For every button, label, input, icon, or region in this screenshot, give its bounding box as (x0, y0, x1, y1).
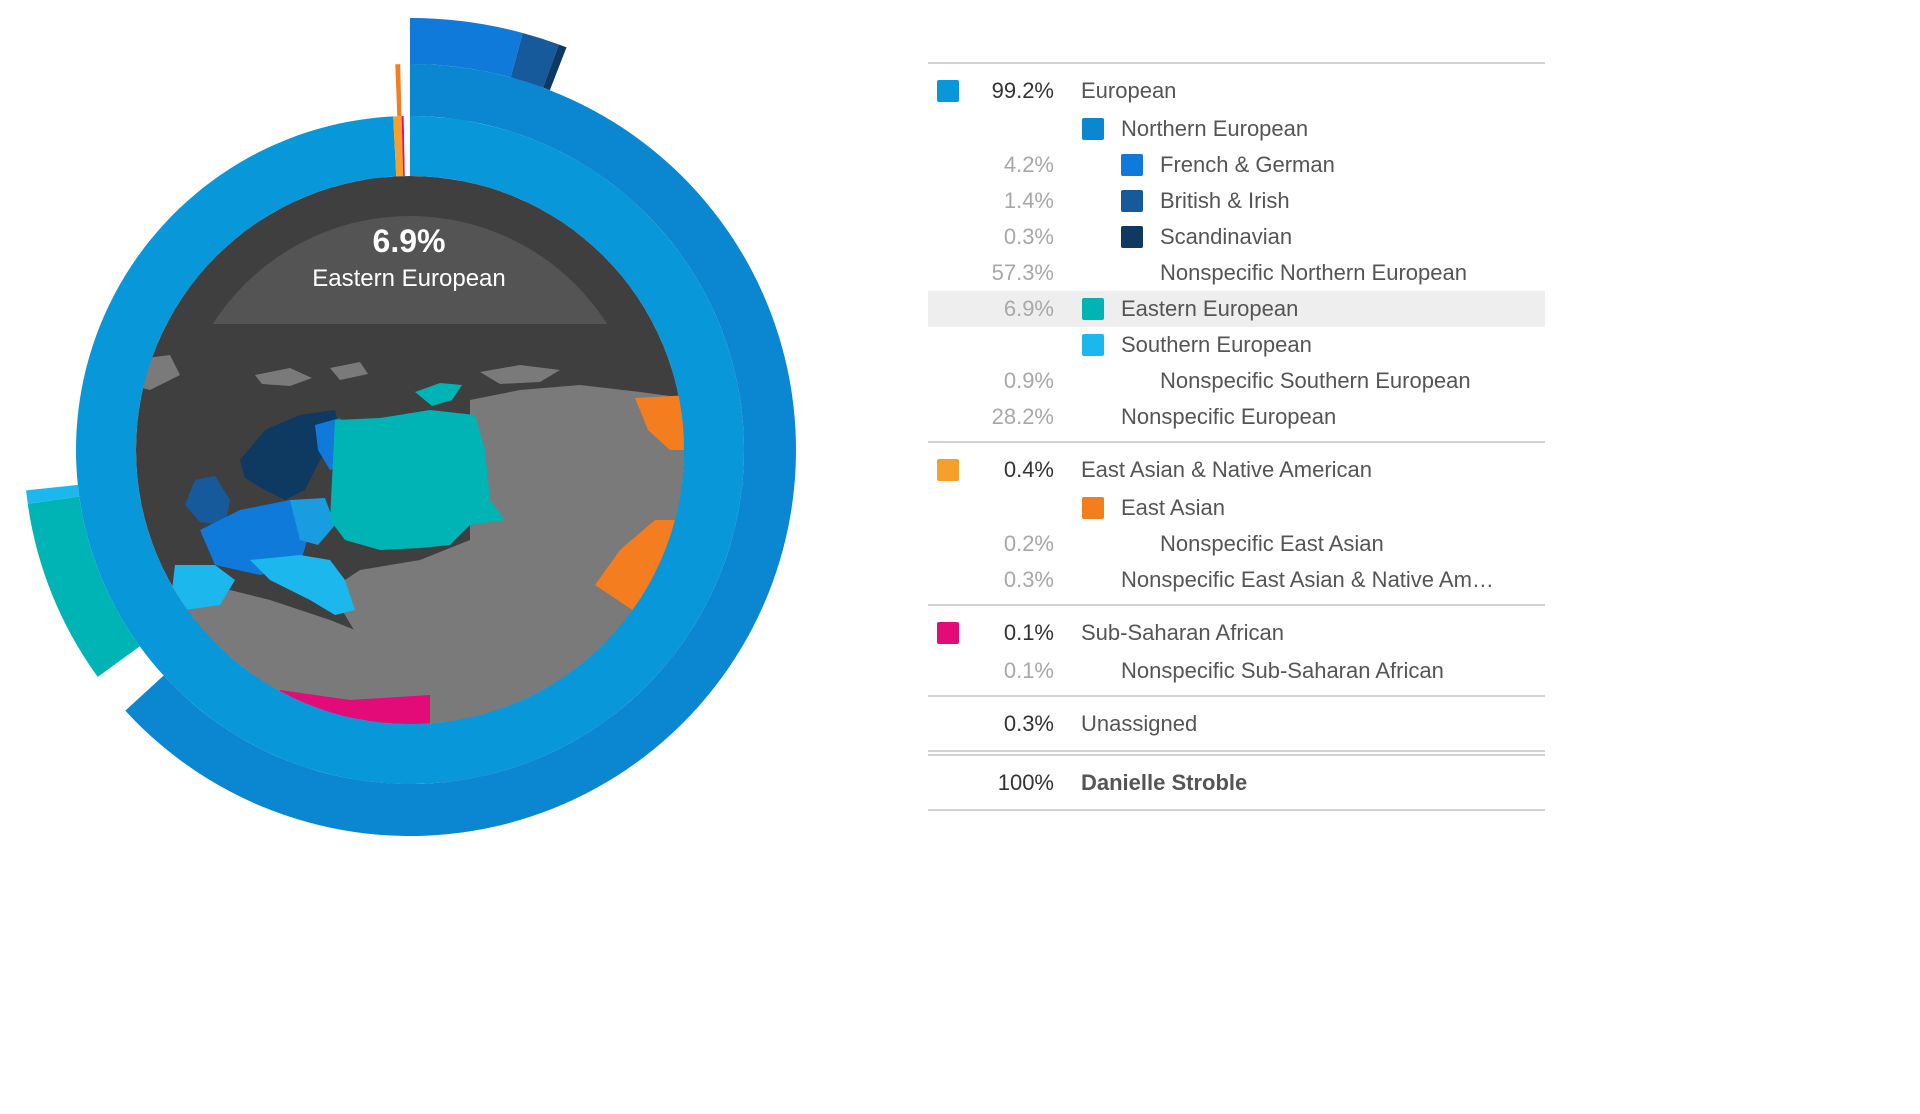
legend-swatch (1082, 334, 1104, 356)
legend-row[interactable]: 57.3% Nonspecific Northern European (928, 255, 1545, 291)
map-poland-czech (290, 498, 335, 545)
legend-label: Nonspecific East Asian & Native Am… (1121, 567, 1494, 592)
legend-row[interactable]: 99.2% European (928, 70, 1545, 111)
inner-ring-segment-unassigned[interactable] (403, 116, 410, 177)
legend-row[interactable]: 28.2% Nonspecific European (928, 399, 1545, 435)
legend-swatch (1121, 154, 1143, 176)
legend-label: Nonspecific Northern European (1160, 260, 1467, 285)
legend-swatch (1082, 298, 1104, 320)
legend-percent: 99.2% (991, 78, 1054, 103)
map-land-svalbard (330, 362, 368, 380)
legend-percent: 57.3% (991, 260, 1054, 285)
legend-row[interactable]: 0.3% Unassigned (928, 703, 1545, 744)
legend-swatch (937, 79, 959, 102)
legend-label: French & German (1160, 152, 1335, 177)
legend-label: Sub-Saharan African (1081, 620, 1285, 645)
middle-ring-segment-northern-european[interactable] (125, 64, 796, 836)
legend-percent: 0.1% (1003, 658, 1054, 683)
legend-row[interactable]: 1.4% British & Irish (928, 183, 1545, 219)
legend-percent: 0.1% (1003, 620, 1054, 645)
center-overlay-bg (212, 216, 608, 324)
legend-label: Unassigned (1081, 711, 1198, 736)
map-southern-europe (250, 555, 355, 615)
center-title-overlay: 6.9% Eastern European (212, 216, 608, 324)
legend-row[interactable]: Northern European (928, 111, 1545, 147)
legend-percent: 1.4% (1003, 188, 1054, 213)
legend-label: Nonspecific European (1121, 404, 1337, 429)
center-percent: 6.9% (373, 223, 446, 259)
legend-group: 99.2% European Northern European 4.2% French… (928, 64, 1545, 443)
legend-label: East Asian (1121, 495, 1225, 520)
rings-group[interactable] (26, 18, 796, 836)
legend-row[interactable]: 4.2% French & German (928, 147, 1545, 183)
legend-group: 0.1% Sub-Saharan African 0.1% Nonspecific S… (928, 606, 1545, 697)
middle-ring-segment-eastern-european[interactable] (27, 496, 140, 677)
legend-label: Nonspecific Sub-Saharan African (1121, 658, 1444, 683)
legend-percent: 0.3% (1003, 711, 1054, 736)
map-scandinavia (240, 410, 340, 500)
legend-row[interactable]: Southern European (928, 327, 1545, 363)
legend-total-group: 100% Danielle Stroble (928, 754, 1545, 811)
legend-swatch (1121, 190, 1143, 212)
ancestry-legend-table: 99.2% European Northern European 4.2% French… (928, 62, 1545, 811)
legend-row[interactable]: 6.9% Eastern European (928, 291, 1545, 327)
ancestry-sunburst-chart[interactable]: 6.9% Eastern European (0, 0, 900, 900)
legend-label: East Asian & Native American (1081, 457, 1373, 482)
outer-ring-segment-french-german[interactable] (410, 18, 523, 78)
legend-label: European (1081, 78, 1177, 103)
outer-ring-segment-british-irish[interactable] (510, 32, 559, 88)
legend-percent: 28.2% (991, 404, 1054, 429)
map-land-arctic-islands (480, 365, 560, 384)
legend-row[interactable]: 0.9% Nonspecific Southern European (928, 363, 1545, 399)
legend-row[interactable]: 0.4% East Asian & Native American (928, 449, 1545, 490)
legend-row[interactable]: 0.3% Scandinavian (928, 219, 1545, 255)
legend-percent: 0.4% (1003, 457, 1054, 482)
legend-label: Scandinavian (1160, 224, 1293, 249)
center-label: Eastern European (312, 265, 505, 292)
legend-percent: 0.2% (1003, 531, 1054, 556)
sunburst-svg[interactable]: 6.9% Eastern European (0, 0, 900, 900)
map-iberia (172, 565, 235, 610)
inner-ring-segment-sub-saharan-african[interactable] (401, 116, 405, 177)
middle-ring-segment-southern-european[interactable] (26, 484, 80, 504)
legend-group: 0.3% Unassigned (928, 697, 1545, 752)
legend-swatch (937, 458, 959, 481)
legend-row[interactable]: East Asian (928, 490, 1545, 526)
inner-ring-segment-east-asian-native-american[interactable] (393, 116, 404, 177)
map-land-iceland (255, 368, 312, 386)
legend-percent: 0.9% (1003, 368, 1054, 393)
legend-percent: 6.9% (1003, 296, 1054, 321)
legend-label: Eastern European (1121, 296, 1299, 321)
legend-label: Nonspecific East Asian (1160, 531, 1384, 556)
map-british-isles (185, 476, 230, 525)
legend-percent: 0.3% (1003, 567, 1054, 592)
legend-row[interactable]: 0.3% Nonspecific East Asian & Native Am… (928, 562, 1545, 598)
map-eastern-europe (330, 410, 505, 550)
legend-swatch (1082, 118, 1104, 140)
legend-label: British & Irish (1160, 188, 1290, 213)
legend-row[interactable]: 0.1% Sub-Saharan African (928, 612, 1545, 653)
person-name: Danielle Stroble (1081, 770, 1248, 795)
legend-group: 0.4% East Asian & Native American East Asi… (928, 443, 1545, 606)
outer-ring-segment-scandinavian[interactable] (543, 44, 567, 91)
legend-percent: 0.3% (1003, 224, 1054, 249)
legend-total-row: 100% Danielle Stroble (928, 762, 1545, 803)
middle-ring-segment-east-asian[interactable] (395, 64, 402, 117)
legend-label: Southern European (1121, 332, 1312, 357)
legend-percent: 4.2% (1003, 152, 1054, 177)
legend-row[interactable]: 0.2% Nonspecific East Asian (928, 526, 1545, 562)
legend-swatch (1121, 226, 1143, 248)
legend-label: Nonspecific Southern European (1160, 368, 1471, 393)
map-eastern-europe-arctic (415, 383, 462, 406)
world-map (136, 176, 684, 724)
legend-swatch (1082, 497, 1104, 519)
legend-label: Northern European (1121, 116, 1309, 141)
map-france-germany (200, 500, 310, 575)
total-percent: 100% (997, 770, 1054, 795)
legend-swatch (937, 621, 959, 644)
legend-row[interactable]: 0.1% Nonspecific Sub-Saharan African (928, 653, 1545, 689)
